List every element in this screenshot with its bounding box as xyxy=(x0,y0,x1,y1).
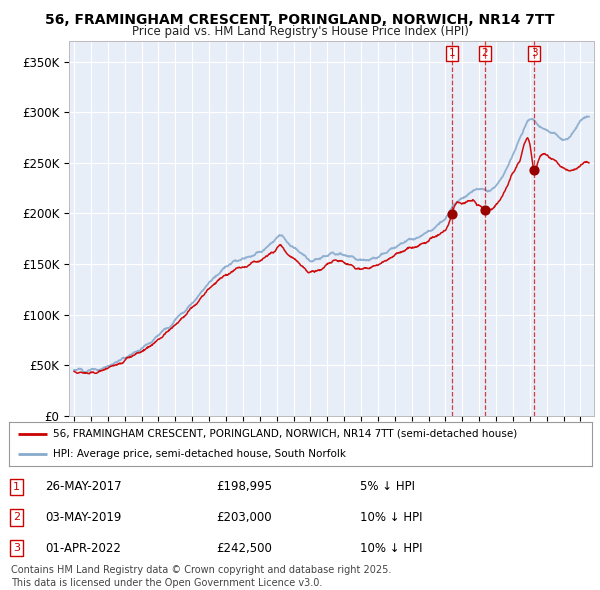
Text: £203,000: £203,000 xyxy=(216,511,272,524)
Text: 10% ↓ HPI: 10% ↓ HPI xyxy=(360,511,422,524)
Text: 5% ↓ HPI: 5% ↓ HPI xyxy=(360,480,415,493)
Text: Price paid vs. HM Land Registry's House Price Index (HPI): Price paid vs. HM Land Registry's House … xyxy=(131,25,469,38)
Text: 26-MAY-2017: 26-MAY-2017 xyxy=(45,480,122,493)
Text: 10% ↓ HPI: 10% ↓ HPI xyxy=(360,542,422,555)
Text: 03-MAY-2019: 03-MAY-2019 xyxy=(45,511,121,524)
Text: 01-APR-2022: 01-APR-2022 xyxy=(45,542,121,555)
Text: Contains HM Land Registry data © Crown copyright and database right 2025.
This d: Contains HM Land Registry data © Crown c… xyxy=(11,565,391,588)
Text: 2: 2 xyxy=(481,48,488,58)
Point xyxy=(480,206,490,215)
Point xyxy=(529,166,539,175)
Text: 3: 3 xyxy=(13,543,20,553)
Text: 56, FRAMINGHAM CRESCENT, PORINGLAND, NORWICH, NR14 7TT: 56, FRAMINGHAM CRESCENT, PORINGLAND, NOR… xyxy=(45,13,555,27)
Text: HPI: Average price, semi-detached house, South Norfolk: HPI: Average price, semi-detached house,… xyxy=(53,449,346,459)
Text: 1: 1 xyxy=(449,48,455,58)
Text: 56, FRAMINGHAM CRESCENT, PORINGLAND, NORWICH, NR14 7TT (semi-detached house): 56, FRAMINGHAM CRESCENT, PORINGLAND, NOR… xyxy=(53,429,517,439)
Text: £198,995: £198,995 xyxy=(216,480,272,493)
Text: 1: 1 xyxy=(13,482,20,491)
Text: 2: 2 xyxy=(13,513,20,522)
Text: £242,500: £242,500 xyxy=(216,542,272,555)
Point xyxy=(448,209,457,219)
Text: 3: 3 xyxy=(531,48,538,58)
